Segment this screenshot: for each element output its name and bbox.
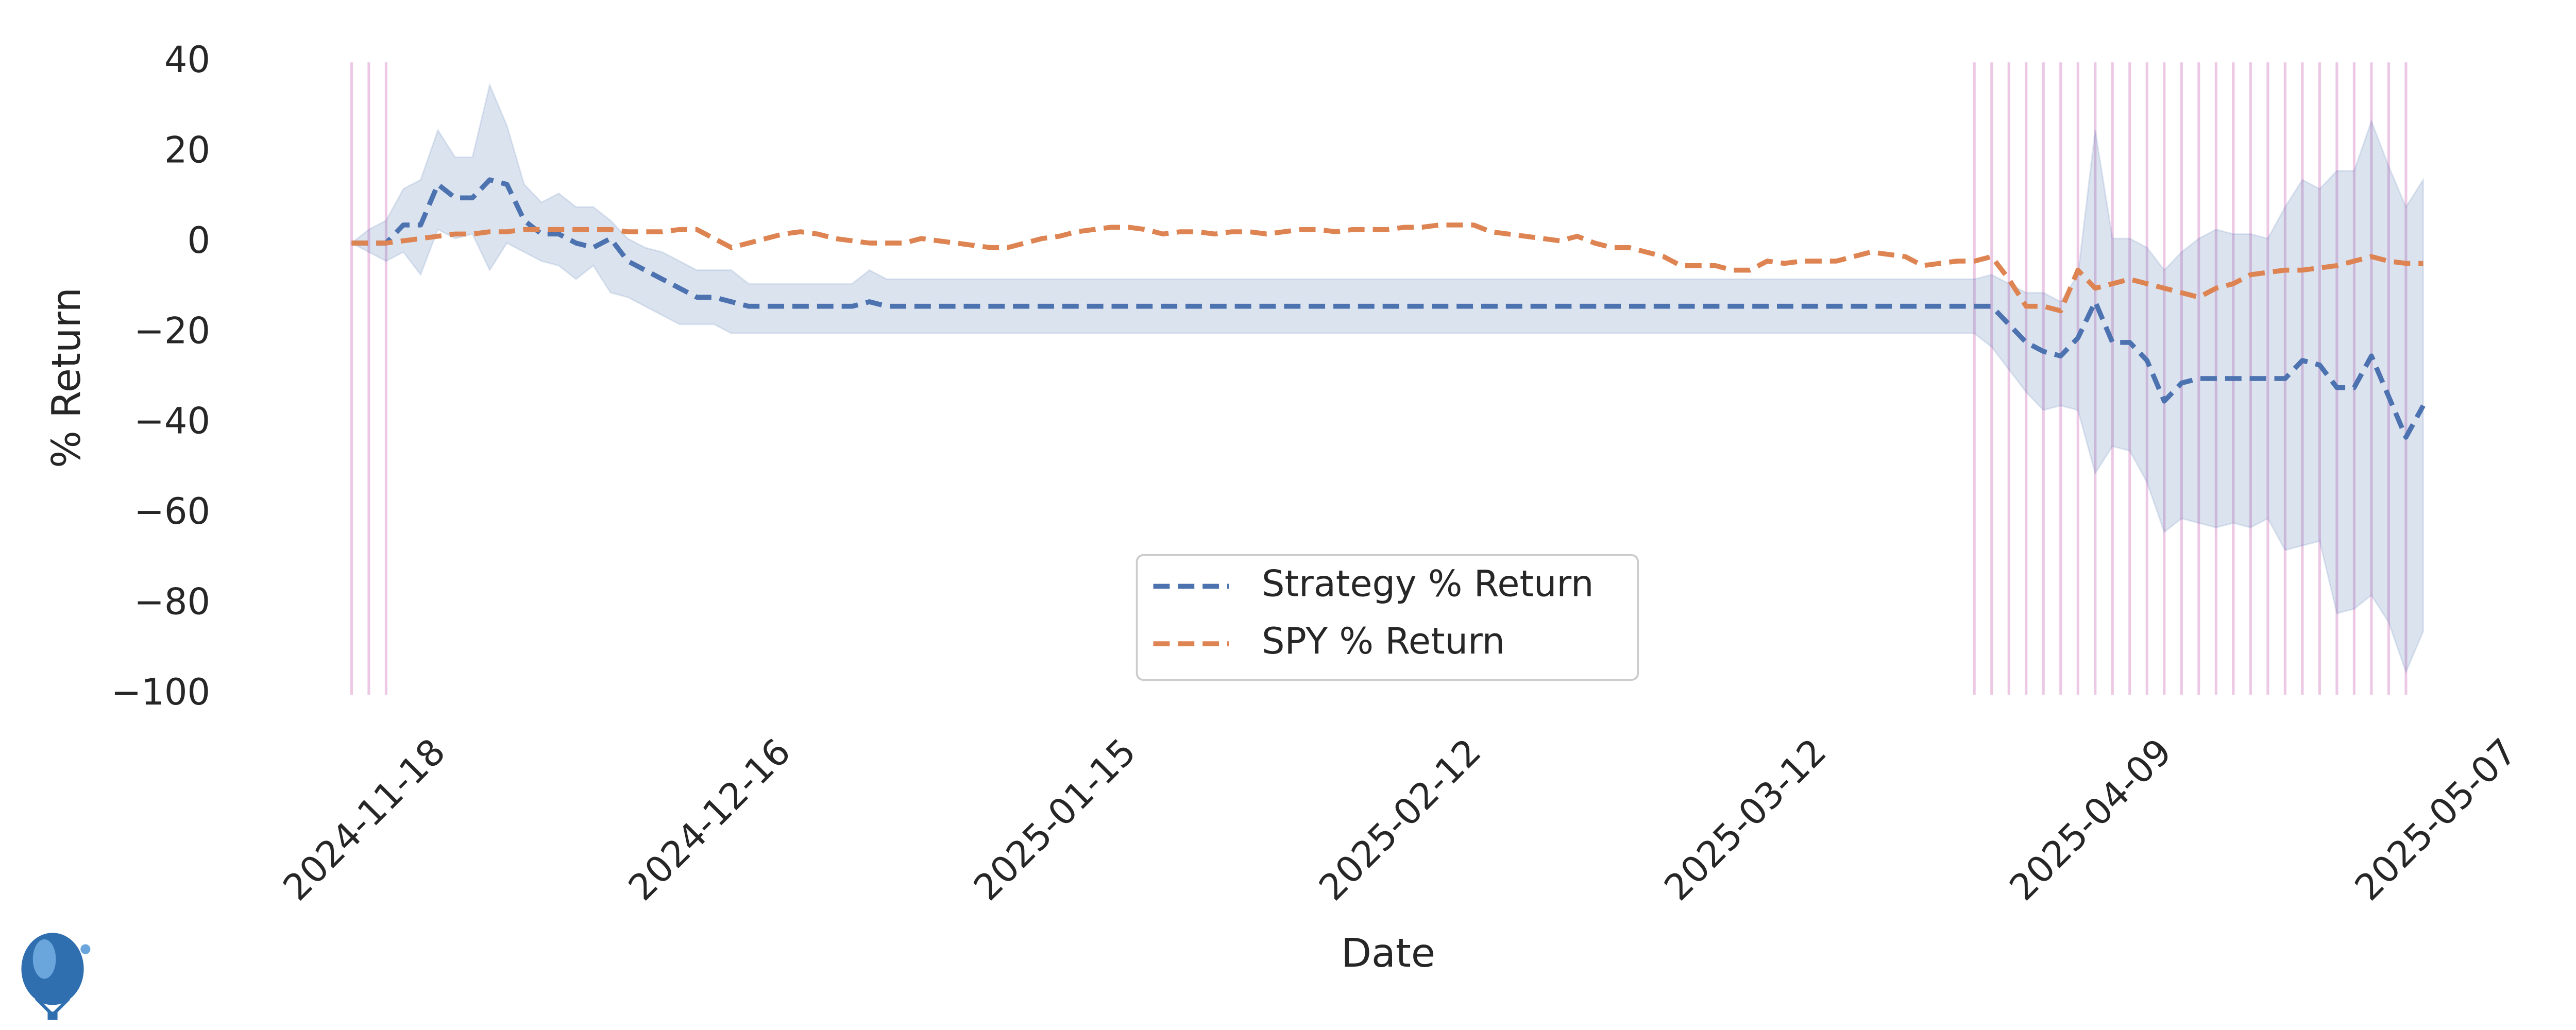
legend-label: Strategy % Return xyxy=(1262,562,1594,605)
y-tick-label: −40 xyxy=(134,400,210,442)
line-series xyxy=(351,222,2424,314)
y-tick-label: −60 xyxy=(134,490,210,533)
line-series xyxy=(351,177,2426,440)
y-tick-label: 20 xyxy=(164,129,210,171)
legend: Strategy % Return SPY % Return xyxy=(1136,554,1639,681)
x-axis-label: Date xyxy=(1341,931,1435,976)
y-tick-label: −20 xyxy=(134,310,210,352)
logo-highlight xyxy=(32,939,56,979)
y-tick-label: −80 xyxy=(134,581,210,623)
logo-dot xyxy=(80,944,91,954)
y-tick-label: 0 xyxy=(188,219,211,262)
y-tick-label: −100 xyxy=(111,671,211,713)
y-tick-label: 40 xyxy=(164,39,210,81)
y-axis-label: % Return xyxy=(44,287,90,468)
legend-label: SPY % Return xyxy=(1262,620,1505,662)
logo-basket xyxy=(47,1011,58,1020)
legend-box xyxy=(1136,554,1639,681)
logo xyxy=(21,933,91,1020)
